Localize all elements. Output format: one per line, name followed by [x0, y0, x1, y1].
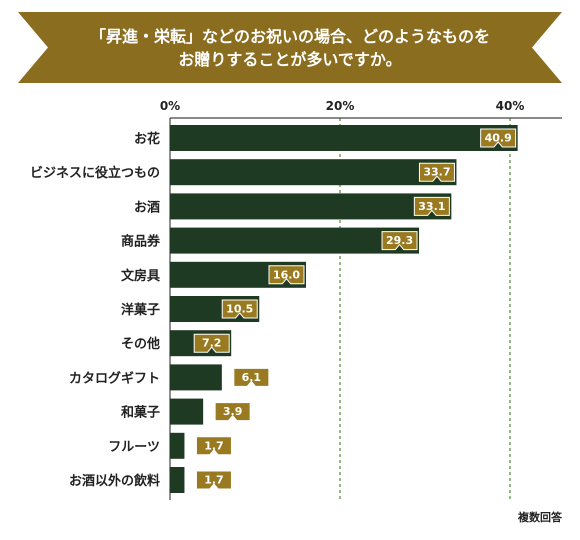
- value-label-tag: [413, 196, 450, 216]
- value-label: 3.9: [223, 405, 243, 418]
- value-label-tag: [193, 333, 230, 353]
- bar: [170, 432, 185, 459]
- bar: [170, 159, 457, 186]
- bar: [170, 193, 452, 220]
- value-label: 1.7: [204, 474, 224, 487]
- bar: [170, 227, 420, 254]
- x-tick-label: 40%: [496, 99, 525, 113]
- banner-shape: [18, 12, 562, 83]
- value-label-tag: [381, 231, 418, 251]
- value-label: 10.5: [226, 303, 253, 316]
- category-label: お花: [134, 131, 160, 147]
- value-label-tag: [214, 402, 251, 422]
- value-label: 33.1: [418, 200, 445, 213]
- category-label: 商品券: [121, 234, 161, 250]
- value-label-tag: [221, 299, 258, 319]
- value-label: 6.1: [242, 371, 262, 384]
- bar: [170, 125, 518, 151]
- value-label: 1.7: [204, 439, 224, 452]
- value-label-tag: [195, 436, 232, 456]
- value-label: 16.0: [273, 268, 300, 281]
- category-label: 和菓子: [121, 405, 160, 421]
- bar: [170, 467, 185, 493]
- chart-title-line-2: お贈りすることが多いですか。: [178, 50, 401, 69]
- value-label: 7.2: [202, 337, 222, 350]
- bar: [170, 398, 204, 425]
- bar: [170, 364, 222, 391]
- value-label: 29.3: [386, 234, 413, 247]
- x-tick-label: 0%: [160, 99, 180, 113]
- category-label: ビジネスに役立つもの: [30, 165, 160, 181]
- value-label-tag: [480, 128, 517, 148]
- bars: お花 40.9 ビジネスに役立つもの 33.7 お酒 33.1 商品券 29.3 文房具 16.0…: [30, 125, 518, 493]
- category-label: お酒: [134, 200, 160, 215]
- value-label-tag: [268, 265, 305, 285]
- chart-title-line-1: 「昇進・栄転」などのお祝いの場合、どのようなものを: [90, 27, 490, 46]
- category-label: お酒以外の飲料: [69, 473, 160, 489]
- category-label: 文房具: [121, 268, 160, 284]
- category-label: カタログギフト: [69, 370, 160, 386]
- category-label: フルーツ: [108, 440, 160, 455]
- value-label-tag: [233, 367, 270, 387]
- category-label: 洋菓子: [121, 302, 160, 318]
- value-label: 40.9: [485, 132, 512, 145]
- x-tick-label: 20%: [326, 99, 355, 113]
- category-label: その他: [121, 336, 160, 352]
- value-label: 33.7: [423, 166, 450, 179]
- note-label: 複数回答: [517, 510, 563, 524]
- value-label-tag: [195, 470, 232, 490]
- value-label-tag: [418, 162, 455, 182]
- title-banner: 「昇進・栄転」などのお祝いの場合、どのようなものを お贈りすることが多いですか。: [18, 12, 562, 83]
- x-axis-ticks: 0% 20% 40%: [160, 99, 525, 113]
